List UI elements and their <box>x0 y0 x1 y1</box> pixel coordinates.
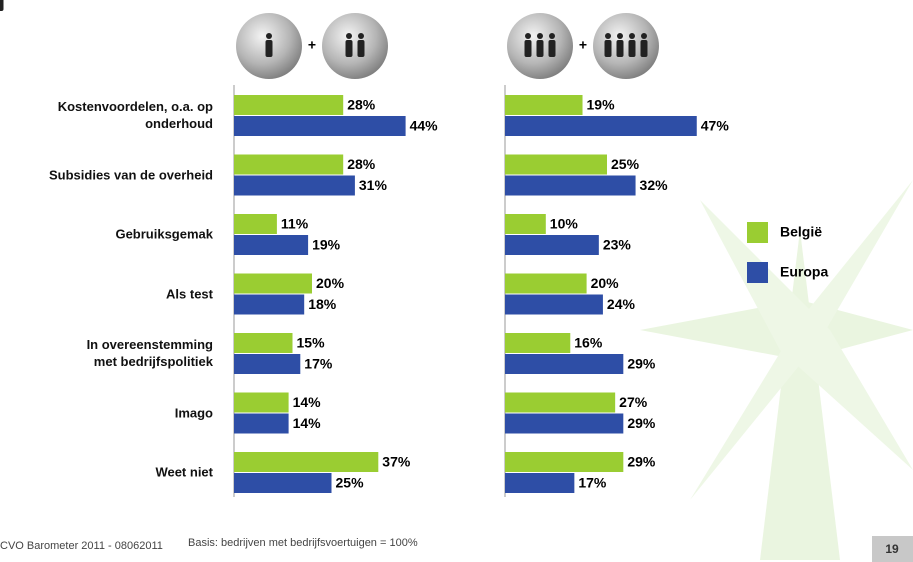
value-label: 19% <box>587 97 616 113</box>
bar <box>234 473 332 493</box>
bar <box>234 295 304 315</box>
page-number: 19 <box>885 542 899 556</box>
bar <box>505 155 607 175</box>
bar <box>505 235 599 255</box>
value-label: 32% <box>640 177 669 193</box>
value-label: 20% <box>316 275 345 291</box>
value-label: 29% <box>627 454 656 470</box>
footer-basis: Basis: bedrijven met bedrijfsvoertuigen … <box>188 537 418 549</box>
bar <box>234 354 300 374</box>
bar <box>234 333 293 353</box>
value-label: 27% <box>619 394 648 410</box>
bar <box>234 414 289 434</box>
bar <box>505 116 697 136</box>
value-label: 28% <box>347 97 376 113</box>
legend-label: Europa <box>780 264 828 280</box>
value-label: 10% <box>550 216 579 232</box>
bar <box>234 155 343 175</box>
category-label: Imago <box>0 404 213 421</box>
bar <box>505 393 615 413</box>
category-label: Als test <box>0 285 213 302</box>
value-label: 23% <box>603 237 632 253</box>
value-label: 28% <box>347 156 376 172</box>
value-label: 29% <box>627 415 656 431</box>
background-compass <box>640 180 913 560</box>
category-label: Kostenvoordelen, o.a. op onderhoud <box>0 98 213 132</box>
category-label: Subsidies van de overheid <box>0 166 213 183</box>
category-label: Gebruiksgemak <box>0 226 213 243</box>
bar <box>234 393 289 413</box>
bar <box>234 235 308 255</box>
bar <box>505 414 623 434</box>
header-symbol: + <box>579 37 587 53</box>
value-label: 37% <box>382 454 411 470</box>
bar <box>505 274 587 294</box>
value-label: 44% <box>410 118 439 134</box>
bar <box>505 95 583 115</box>
value-label: 18% <box>308 296 337 312</box>
bar <box>505 473 574 493</box>
bar <box>234 116 406 136</box>
value-label: 17% <box>578 475 607 491</box>
bar <box>505 295 603 315</box>
legend-swatch <box>747 222 768 243</box>
value-label: 14% <box>293 394 322 410</box>
value-label: 15% <box>297 335 326 351</box>
value-label: 19% <box>312 237 341 253</box>
footer-source: CVO Barometer 2011 - 08062011 <box>0 540 163 552</box>
value-label: 31% <box>359 177 388 193</box>
bar <box>234 176 355 196</box>
value-label: 11% <box>281 216 309 232</box>
value-label: 16% <box>574 335 603 351</box>
legend-swatch <box>747 262 768 283</box>
value-label: 25% <box>611 156 640 172</box>
bar <box>505 214 546 234</box>
value-label: 24% <box>607 296 636 312</box>
bar <box>505 452 623 472</box>
value-label: 17% <box>304 356 333 372</box>
value-label: 47% <box>701 118 730 134</box>
bar <box>234 274 312 294</box>
icons <box>0 0 659 79</box>
value-label: 25% <box>336 475 365 491</box>
bar <box>505 176 636 196</box>
bar <box>234 214 277 234</box>
bar <box>505 333 570 353</box>
header-symbol: + <box>308 37 316 53</box>
legend-label: België <box>780 224 822 240</box>
bar <box>234 452 378 472</box>
page: + + CVO Barometer 2011 - 08062011 Basis:… <box>0 0 913 562</box>
value-label: 14% <box>293 415 322 431</box>
category-label: In overeenstemming met bedrijfspolitiek <box>0 336 213 370</box>
value-label: 20% <box>591 275 620 291</box>
category-label: Weet niet <box>0 464 213 481</box>
bar <box>505 354 623 374</box>
value-label: 29% <box>627 356 656 372</box>
bar <box>234 95 343 115</box>
